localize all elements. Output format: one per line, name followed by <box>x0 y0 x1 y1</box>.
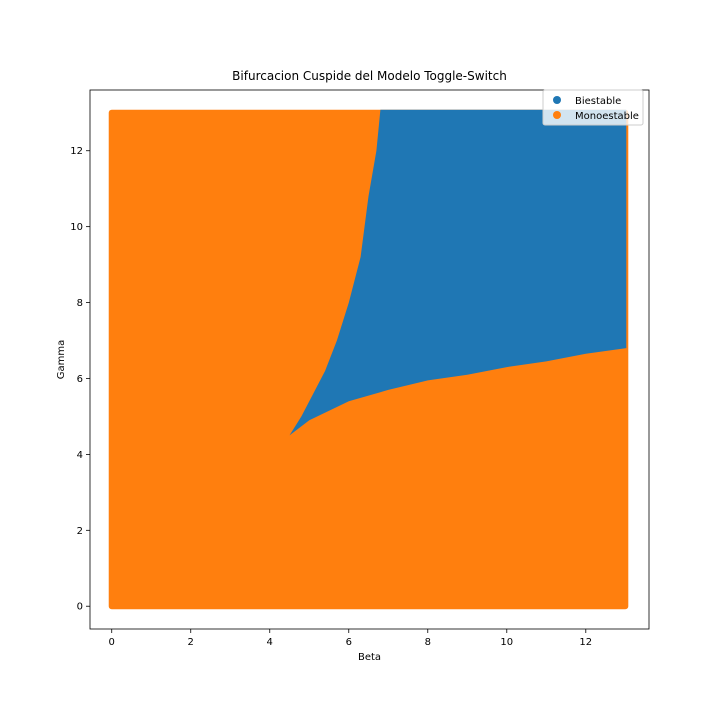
y-tick-label: 6 <box>77 374 83 385</box>
x-tick-label: 10 <box>500 637 513 648</box>
x-tick-label: 8 <box>425 637 431 648</box>
x-tick-label: 6 <box>346 637 352 648</box>
x-tick-label: 12 <box>579 637 592 648</box>
y-tick-label: 10 <box>70 222 83 233</box>
legend-label-monoestable: Monoestable <box>575 111 639 122</box>
legend-marker-biestable <box>553 96 561 104</box>
x-tick-label: 0 <box>109 637 115 648</box>
x-tick-label: 4 <box>267 637 273 648</box>
y-tick-label: 4 <box>77 450 83 461</box>
legend-label-biestable: Biestable <box>575 96 621 107</box>
x-axis-label: Beta <box>358 652 381 663</box>
chart-title: Bifurcacion Cuspide del Modelo Toggle-Sw… <box>232 69 507 83</box>
y-tick-label: 12 <box>70 146 83 157</box>
series-biestable-region <box>289 109 627 436</box>
y-tick-label: 0 <box>77 602 83 613</box>
y-tick-label: 2 <box>77 526 83 537</box>
legend-marker-monoestable <box>553 111 561 119</box>
y-axis-label: Gamma <box>56 340 67 380</box>
axes-frame <box>89 89 650 630</box>
plot-body <box>108 109 629 610</box>
y-tick-label: 8 <box>77 298 83 309</box>
legend-frame <box>542 89 644 126</box>
legend: Biestable Monoestable <box>542 89 644 126</box>
x-tick-label: 2 <box>188 637 194 648</box>
axes-layer: 0 2 4 6 8 10 12 0 2 4 6 8 10 12 <box>70 89 650 648</box>
